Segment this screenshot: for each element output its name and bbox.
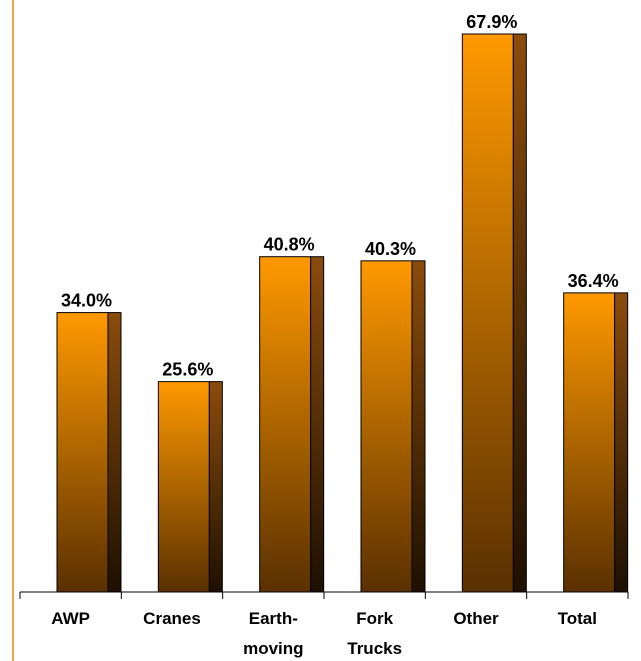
bar xyxy=(56,312,109,593)
bar-side xyxy=(411,260,426,593)
x-tick-label: moving xyxy=(243,639,303,658)
bar-side xyxy=(614,292,629,593)
bar-side xyxy=(107,312,122,593)
bar-side xyxy=(310,256,325,593)
x-axis: AWP Cranes Earth-moving Fork Trucks Other Tota… xyxy=(19,591,629,658)
data-label: 40.8% xyxy=(264,235,315,255)
data-label: 40.3% xyxy=(365,239,416,259)
data-label: 67.9% xyxy=(466,12,517,32)
x-tick-label: Total xyxy=(558,609,597,628)
data-label: 34.0% xyxy=(61,291,112,311)
x-tick-label: Trucks xyxy=(347,639,402,658)
bar-side xyxy=(208,381,223,593)
x-tick-label: Earth- xyxy=(249,609,298,628)
bar xyxy=(360,260,413,593)
x-tick-label: AWP xyxy=(51,609,90,628)
x-tick-label: Other xyxy=(453,609,499,628)
bar-side xyxy=(512,33,527,593)
bar xyxy=(157,381,210,593)
bar xyxy=(563,292,616,593)
bar xyxy=(259,256,312,593)
data-label: 36.4% xyxy=(568,271,619,291)
data-labels-group: 34.0% 25.6% 40.8% 40.3% 67.9% 36.4% xyxy=(61,12,619,380)
bar xyxy=(461,33,514,593)
bars-group xyxy=(56,33,629,593)
x-tick-label: Fork xyxy=(356,609,393,628)
data-label: 25.6% xyxy=(162,360,213,380)
x-tick-label: Cranes xyxy=(143,609,201,628)
